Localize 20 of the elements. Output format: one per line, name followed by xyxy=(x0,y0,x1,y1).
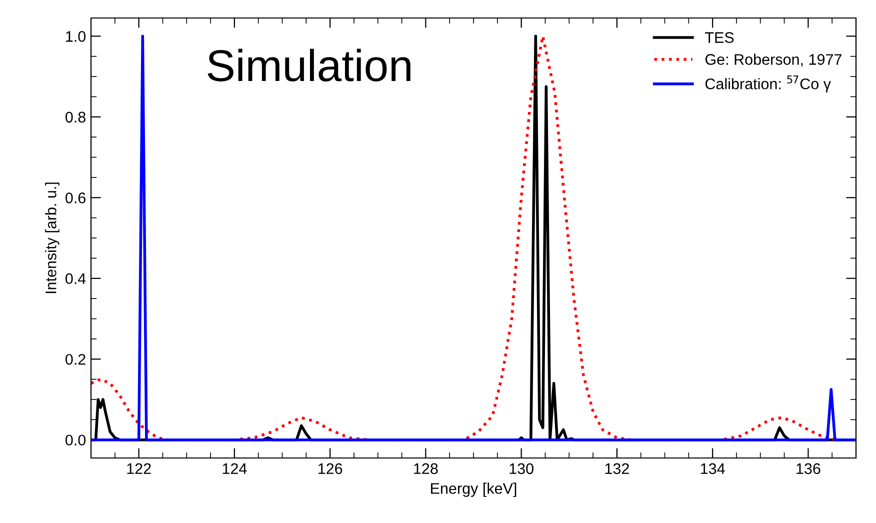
y-axis-title: Intensity [arb. u.] xyxy=(45,182,60,294)
y-tick-label: 0.4 xyxy=(66,273,86,284)
y-tick-label: 1.0 xyxy=(66,31,86,42)
x-tick-label: 124 xyxy=(222,463,247,474)
legend-label: Calibration: $^{57}$Co γ xyxy=(705,76,831,92)
legend-label: Ge: Roberson, 1977 xyxy=(705,54,842,67)
y-tick-label: 0.6 xyxy=(66,192,86,204)
x-tick-label: 130 xyxy=(510,463,534,474)
legend-label: TES xyxy=(705,32,734,43)
annotation: Simulation xyxy=(208,48,410,82)
x-tick-label: 126 xyxy=(318,463,342,474)
x-tick-label: 136 xyxy=(796,463,820,474)
x-axis-title: Energy [keV] xyxy=(431,482,516,497)
y-tick-label: 0.0 xyxy=(66,434,86,446)
x-tick-label: 134 xyxy=(700,463,725,474)
x-tick-label: 132 xyxy=(605,463,629,474)
y-tick-label: 0.8 xyxy=(66,112,86,123)
y-tick-label: 0.2 xyxy=(66,354,86,365)
x-tick-label: 122 xyxy=(127,463,151,474)
x-tick-label: 128 xyxy=(414,463,438,474)
